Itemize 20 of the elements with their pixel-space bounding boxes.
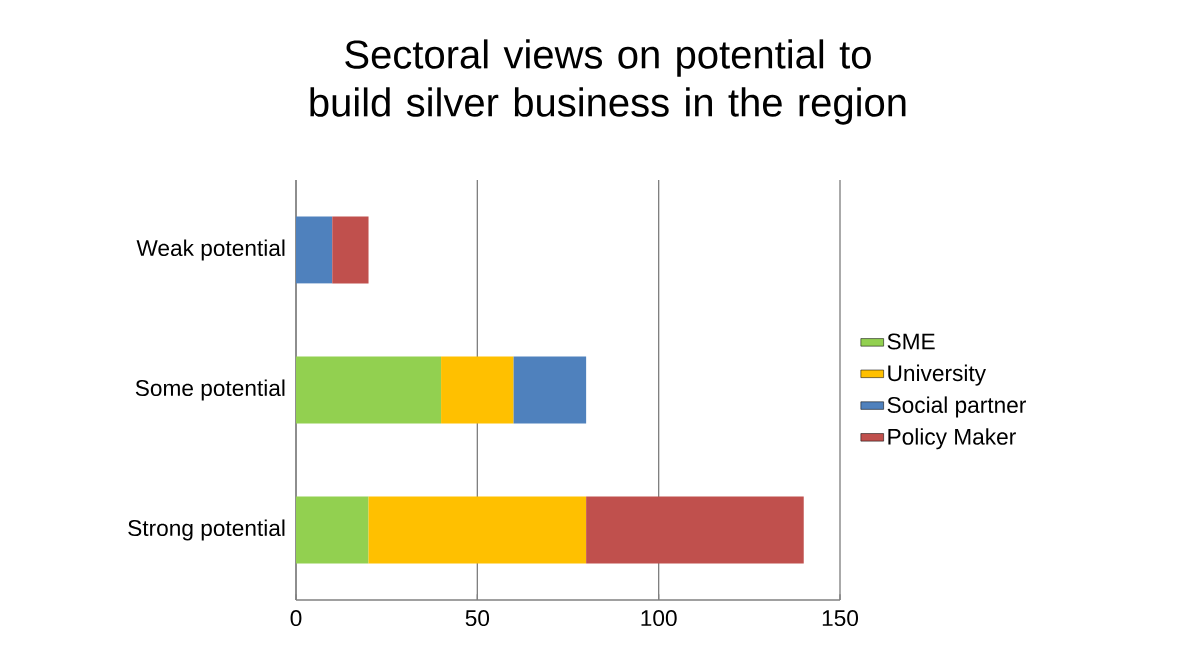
y-tick-label: Weak potential [136,239,285,261]
x-tick-label: 0 [290,610,302,627]
bar [513,356,587,424]
legend-label: Social partner [887,396,1026,418]
y-tick-label: Some potential [135,379,285,401]
bar [296,496,369,564]
bar [368,496,587,564]
x-tick-label: 100 [641,610,677,627]
chart-title: Sectoral views on potential to build silver business in the region [310,39,906,125]
legend-label: SME [887,333,935,350]
x-tick-label: 150 [822,610,859,627]
y-tick-label: Strong potential [128,519,285,541]
bar [296,216,333,284]
bar [586,496,804,564]
bar [441,356,514,424]
x-tick-label: 50 [465,610,490,627]
bar [296,356,442,424]
legend-label: Policy Maker [888,428,1016,450]
legend-label: University [888,364,986,386]
bar [332,216,369,284]
